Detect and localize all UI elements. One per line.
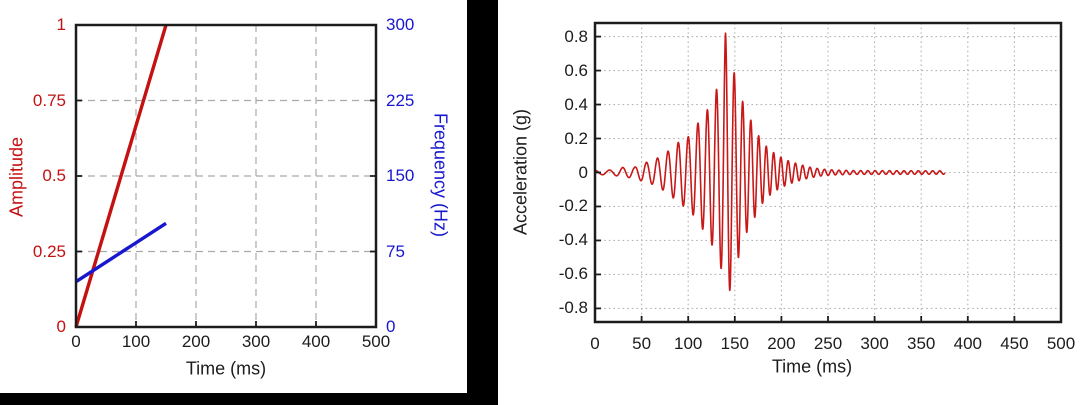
acceleration-tick-label: 0.2 <box>564 128 588 148</box>
acceleration-tick-label: 0.4 <box>564 94 588 114</box>
left-panel-frame-bottom-bar <box>0 393 498 405</box>
time-tick-label: 400 <box>301 332 331 351</box>
frequency-tick-label: 75 <box>386 241 405 261</box>
acceleration-waveform <box>594 32 946 292</box>
amplitude-ramp-line <box>74 24 168 328</box>
time-tick-label: 500 <box>361 332 391 351</box>
plot-border <box>593 21 1063 324</box>
acceleration-tick-label: -0.8 <box>558 298 588 318</box>
sweep-profile-chart-panel: Amplitude Frequency (Hz) Time (ms) 0 0.25… <box>0 0 467 393</box>
acceleration-tick-label: -0.4 <box>558 230 588 250</box>
frequency-tick-label: 0 <box>386 317 396 336</box>
right-chart-time-axis-label: Time (ms) <box>771 356 853 377</box>
frequency-tick-label: 225 <box>386 90 415 110</box>
time-tick-label: 350 <box>907 334 936 353</box>
time-tick-label: 0 <box>590 334 600 353</box>
time-tick-label: 400 <box>953 334 982 353</box>
time-tick-label: 100 <box>674 334 703 353</box>
plot-border <box>74 23 378 329</box>
acceleration-tick-label: -0.6 <box>558 264 588 284</box>
amplitude-tick-label: 0.25 <box>32 241 66 261</box>
time-tick-label: 250 <box>813 334 843 353</box>
time-tick-label: 300 <box>860 334 889 353</box>
amplitude-tick-label: 0 <box>56 317 66 336</box>
left-panel-frame-right-bar <box>467 0 498 405</box>
amplitude-tick-label: 1 <box>56 15 66 34</box>
time-tick-label: 300 <box>241 332 271 351</box>
time-tick-label: 200 <box>181 332 211 351</box>
acceleration-tick-label: -0.2 <box>558 196 588 216</box>
acceleration-response-chart-panel: Acceleration (g) Time (ms) 0.8 0.6 0.4 0.2 0… <box>498 0 1086 405</box>
left-chart-time-axis-label: Time (ms) <box>185 358 267 379</box>
time-tick-label: 200 <box>767 334 796 353</box>
time-tick-label: 500 <box>1046 334 1076 353</box>
time-tick-label: 450 <box>1000 334 1029 353</box>
time-tick-label: 0 <box>71 332 81 351</box>
time-tick-label: 100 <box>121 332 151 351</box>
frequency-tick-label: 300 <box>386 15 415 34</box>
time-tick-label: 150 <box>720 334 749 353</box>
amplitude-tick-label: 0.5 <box>42 166 66 185</box>
sweep-profile-plot <box>74 23 378 329</box>
amplitude-tick-label: 0.75 <box>32 90 66 110</box>
acceleration-tick-label: 0 <box>578 162 588 182</box>
acceleration-tick-label: 0.6 <box>564 60 588 80</box>
time-tick-label: 50 <box>632 334 652 353</box>
frequency-sweep-line <box>75 221 167 284</box>
acceleration-response-plot <box>593 21 1063 324</box>
frequency-tick-label: 150 <box>386 166 415 185</box>
acceleration-tick-label: 0.8 <box>564 26 588 46</box>
